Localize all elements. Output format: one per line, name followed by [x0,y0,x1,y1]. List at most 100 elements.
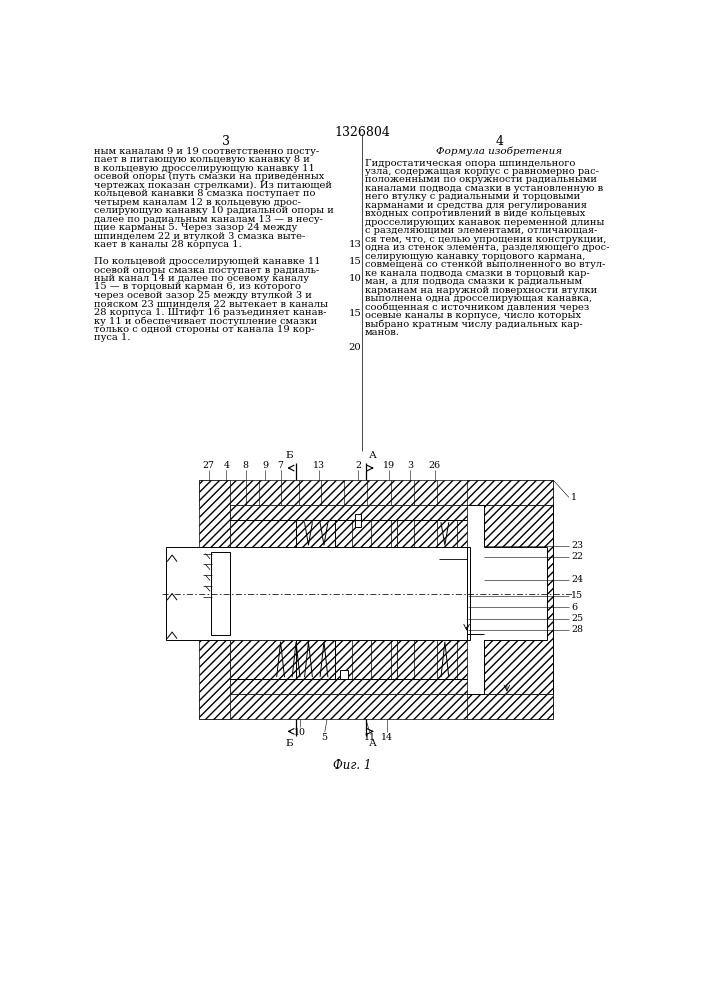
Text: в кольцевую дросселирующую канавку 11: в кольцевую дросселирующую канавку 11 [94,164,315,173]
Text: выполнена одна дросселирующая канавка,: выполнена одна дросселирующая канавка, [365,294,592,303]
Text: ным каналам 9 и 19 соответственно посту-: ным каналам 9 и 19 соответственно посту- [94,147,319,156]
Text: 15: 15 [571,591,583,600]
Text: 13: 13 [349,240,361,249]
Text: 11: 11 [363,733,375,742]
Bar [199,694,554,719]
Text: селирующую канавку торцового кармана,: селирующую канавку торцового кармана, [365,252,585,261]
Text: осевой опоры (путь смазки на приведенных: осевой опоры (путь смазки на приведенных [94,172,325,181]
Text: 3: 3 [221,135,230,148]
Text: Б: Б [286,451,293,460]
Text: 9: 9 [262,461,268,470]
Text: 20: 20 [349,343,361,352]
Text: 5: 5 [322,733,328,742]
Text: каналами подвода смазки в установленную в: каналами подвода смазки в установленную … [365,184,603,193]
Bar [199,480,230,719]
Text: 10: 10 [294,728,306,737]
Bar [355,514,361,527]
Text: дросселирующих канавок переменной длины: дросселирующих канавок переменной длины [365,218,604,227]
Text: 10: 10 [349,274,361,283]
Text: А: А [369,451,377,460]
Text: 8: 8 [243,461,249,470]
Text: 28: 28 [571,625,583,634]
Text: щие карманы 5. Через зазор 24 между: щие карманы 5. Через зазор 24 между [94,223,297,232]
Bar [296,520,397,547]
Text: А: А [369,739,377,748]
Text: 15: 15 [349,257,361,266]
Bar [397,640,467,679]
Bar [340,670,348,679]
Text: 14: 14 [381,733,393,742]
Text: шпинделем 22 и втулкой 3 смазка выте-: шпинделем 22 и втулкой 3 смазка выте- [94,232,305,241]
Text: 13: 13 [313,461,325,470]
Bar [484,505,554,694]
Bar [230,520,296,547]
Text: 19: 19 [383,461,395,470]
Text: 4: 4 [495,135,503,148]
Bar [230,640,296,679]
Bar [397,520,467,547]
Bar [251,649,273,671]
Text: 27: 27 [202,461,214,470]
Text: 6: 6 [571,603,578,612]
Bar [211,552,230,635]
Text: только с одной стороны от канала 19 кор-: только с одной стороны от канала 19 кор- [94,325,315,334]
Bar [230,505,467,520]
Text: выбрано кратным числу радиальных кар-: выбрано кратным числу радиальных кар- [365,319,583,329]
Text: 2: 2 [355,461,361,470]
Bar [199,480,554,505]
Text: Формула изобретения: Формула изобретения [436,147,562,156]
Text: 15: 15 [349,309,361,318]
Text: кает в каналы 28 корпуса 1.: кает в каналы 28 корпуса 1. [94,240,242,249]
Text: него втулку с радиальными и торцовыми: него втулку с радиальными и торцовыми [365,192,580,201]
Bar [296,640,397,679]
Text: селирующую канавку 10 радиальной опоры и: селирующую канавку 10 радиальной опоры и [94,206,334,215]
Bar [166,547,469,640]
Text: кольцевой канавки 8 смазка поступает по: кольцевой канавки 8 смазка поступает по [94,189,315,198]
Text: входных сопротивлений в виде кольцевых: входных сопротивлений в виде кольцевых [365,209,585,218]
Text: 24: 24 [571,575,583,584]
Text: положенными по окружности радиальными: положенными по окружности радиальными [365,175,597,184]
Text: сообщенная с источником давления через: сообщенная с источником давления через [365,302,590,312]
Text: 23: 23 [571,541,583,550]
Bar [484,547,547,640]
Text: узла, содержащая корпус с равномерно рас-: узла, содержащая корпус с равномерно рас… [365,167,599,176]
Text: 4: 4 [223,461,229,470]
Text: одна из стенок элемента, разделяющего дрос-: одна из стенок элемента, разделяющего др… [365,243,609,252]
Text: 1: 1 [571,493,577,502]
Text: Гидростатическая опора шпиндельного: Гидростатическая опора шпиндельного [365,158,575,167]
Text: осевые каналы в корпусе, число которых: осевые каналы в корпусе, число которых [365,311,581,320]
Bar [467,694,554,719]
Bar [230,679,467,694]
Text: 25: 25 [571,614,583,623]
Text: пуса 1.: пуса 1. [94,333,130,342]
Text: пает в питающую кольцевую канавку 8 и: пает в питающую кольцевую канавку 8 и [94,155,310,164]
Text: 26: 26 [428,461,441,470]
Text: совмещена со стенкой выполненного во втул-: совмещена со стенкой выполненного во вту… [365,260,606,269]
Text: 15 — в торцовый карман 6, из которого: 15 — в торцовый карман 6, из которого [94,282,300,291]
Text: карманам на наружной поверхности втулки: карманам на наружной поверхности втулки [365,286,597,295]
Bar [230,640,296,679]
Text: ку 11 и обеспечивает поступление смазки: ку 11 и обеспечивает поступление смазки [94,316,317,326]
Text: пояском 23 шпинделя 22 вытекает в каналы: пояском 23 шпинделя 22 вытекает в каналы [94,299,328,308]
Text: 3: 3 [407,461,413,470]
Text: 28 корпуса 1. Штифт 16 разъединяет канав-: 28 корпуса 1. Штифт 16 разъединяет канав… [94,308,327,317]
Bar [467,480,554,505]
Text: ся тем, что, с целью упрощения конструкции,: ся тем, что, с целью упрощения конструкц… [365,235,607,244]
Text: четырем каналам 12 в кольцевую дрос-: четырем каналам 12 в кольцевую дрос- [94,198,300,207]
Text: По кольцевой дросселирующей канавке 11: По кольцевой дросселирующей канавке 11 [94,257,320,266]
Text: ный канал 14 и далее по осевому каналу: ный канал 14 и далее по осевому каналу [94,274,309,283]
Text: осевой опоры смазка поступает в радиаль-: осевой опоры смазка поступает в радиаль- [94,266,319,275]
Text: чертежах показан стрелками). Из питающей: чертежах показан стрелками). Из питающей [94,181,332,190]
Text: 22: 22 [571,552,583,561]
Text: ман, а для подвода смазки к радиальным: ман, а для подвода смазки к радиальным [365,277,582,286]
Text: через осевой зазор 25 между втулкой 3 и: через осевой зазор 25 между втулкой 3 и [94,291,312,300]
Text: далее по радиальным каналам 13 — в несу-: далее по радиальным каналам 13 — в несу- [94,215,323,224]
Text: с разделяющими элементами, отличающая-: с разделяющими элементами, отличающая- [365,226,597,235]
Text: Фиг. 1: Фиг. 1 [333,759,371,772]
Bar [484,505,554,694]
Text: Б: Б [286,739,293,748]
Text: карманами и средства для регулирования: карманами и средства для регулирования [365,201,587,210]
Text: 1326804: 1326804 [334,126,390,139]
Text: манов.: манов. [365,328,400,337]
Text: ке канала подвода смазки в торцовый кар-: ке канала подвода смазки в торцовый кар- [365,269,590,278]
